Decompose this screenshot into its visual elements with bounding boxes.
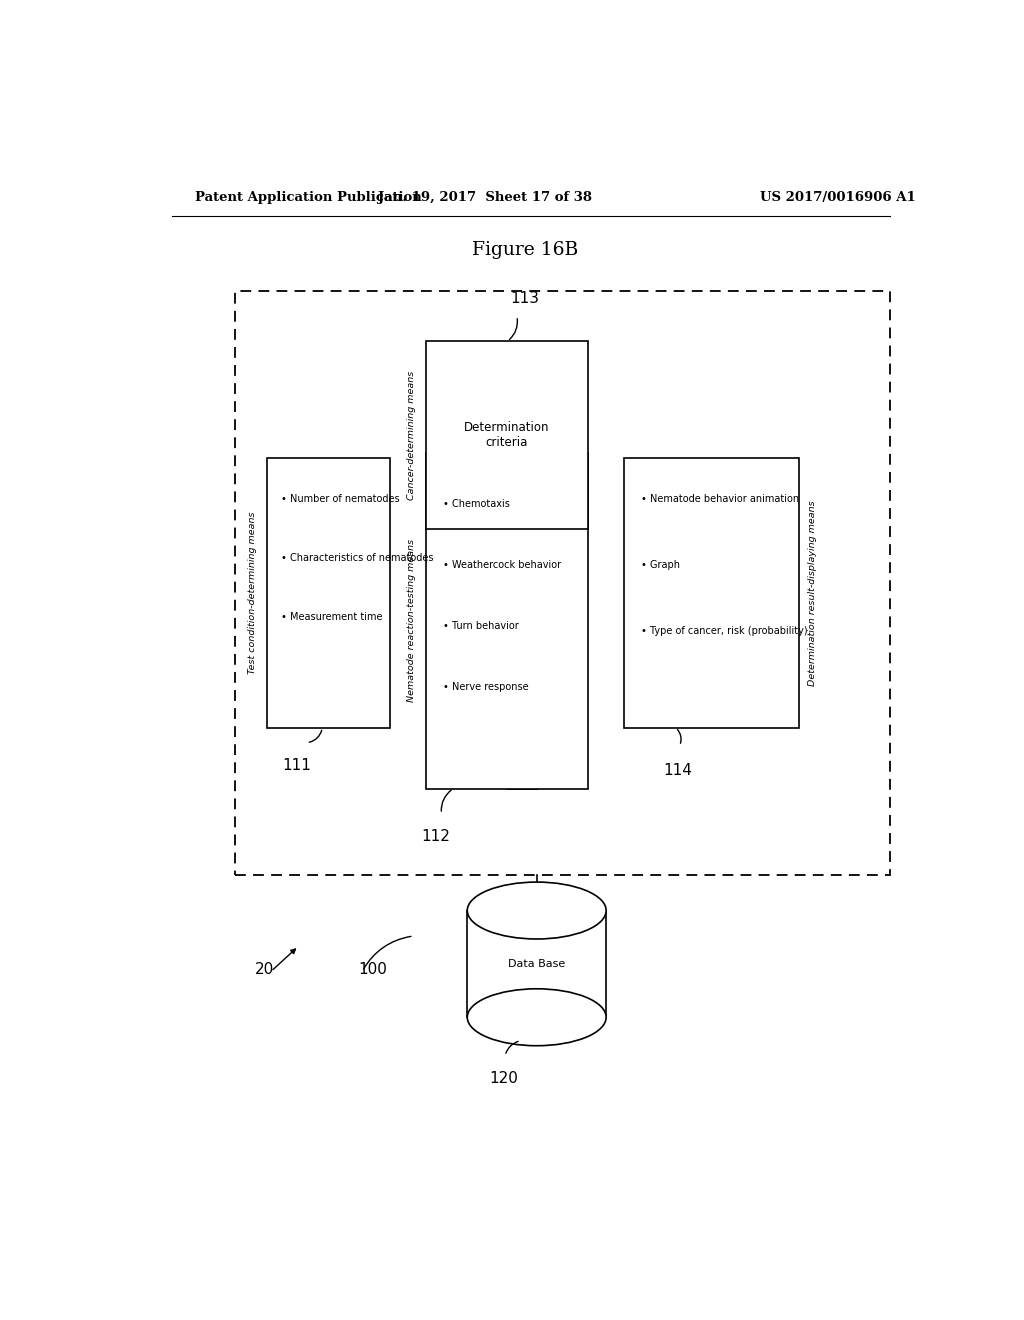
Text: • Number of nematodes: • Number of nematodes <box>282 494 399 504</box>
Text: 20: 20 <box>255 961 274 977</box>
Text: • Chemotaxis: • Chemotaxis <box>443 499 510 510</box>
Text: • Graph: • Graph <box>641 560 681 570</box>
Text: • Nematode behavior animation: • Nematode behavior animation <box>641 494 800 504</box>
Text: 114: 114 <box>664 763 692 779</box>
Bar <box>236 290 890 875</box>
Bar <box>467 911 606 1018</box>
Text: Figure 16B: Figure 16B <box>472 240 578 259</box>
Ellipse shape <box>467 882 606 939</box>
Text: Cancer-determining means: Cancer-determining means <box>407 371 416 500</box>
Text: 100: 100 <box>358 961 387 977</box>
Text: Test condition-determining means: Test condition-determining means <box>248 512 257 675</box>
Text: Patent Application Publication: Patent Application Publication <box>196 190 422 203</box>
Text: Determination
criteria: Determination criteria <box>464 421 550 449</box>
Text: Determination result-displaying means: Determination result-displaying means <box>808 500 817 685</box>
Text: 111: 111 <box>283 758 311 774</box>
Text: Nematode reaction-testing means: Nematode reaction-testing means <box>407 540 416 702</box>
Text: US 2017/0016906 A1: US 2017/0016906 A1 <box>761 190 916 203</box>
Text: • Type of cancer, risk (probability): • Type of cancer, risk (probability) <box>641 626 808 636</box>
Text: • Characteristics of nematodes: • Characteristics of nematodes <box>282 553 434 562</box>
Bar <box>426 342 588 529</box>
Text: Jan. 19, 2017  Sheet 17 of 38: Jan. 19, 2017 Sheet 17 of 38 <box>378 190 592 203</box>
Text: • Measurement time: • Measurement time <box>282 611 383 622</box>
Text: • Turn behavior: • Turn behavior <box>443 620 519 631</box>
Bar <box>624 458 799 727</box>
Bar <box>426 453 588 788</box>
Text: 120: 120 <box>489 1071 518 1086</box>
Ellipse shape <box>467 989 606 1045</box>
Text: 113: 113 <box>510 290 540 306</box>
Text: Data Base: Data Base <box>508 958 565 969</box>
Bar <box>267 458 390 727</box>
Text: 112: 112 <box>422 829 451 845</box>
Text: • Weathercock behavior: • Weathercock behavior <box>443 560 561 570</box>
Text: • Nerve response: • Nerve response <box>443 682 528 692</box>
